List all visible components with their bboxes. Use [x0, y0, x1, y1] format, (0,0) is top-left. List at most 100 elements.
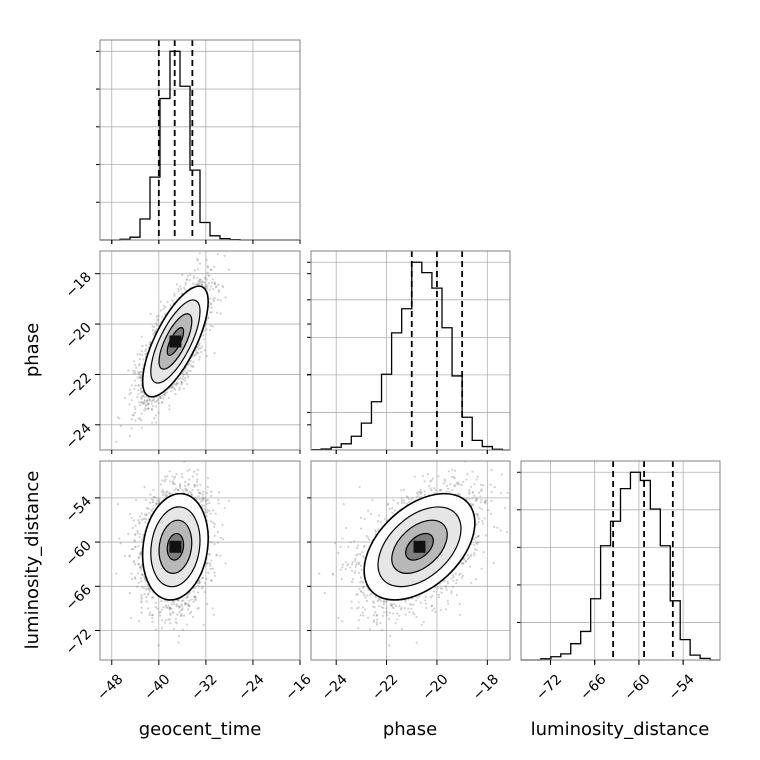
scatter-panel-geocent-time-vs-phase-point-1141: [182, 387, 185, 390]
scatter-panel-geocent-time-vs-luminosity-distance-point-1077: [202, 490, 205, 493]
scatter-panel-geocent-time-vs-phase-point-346: [140, 401, 143, 404]
scatter-panel-geocent-time-vs-phase-point-2949: [216, 253, 219, 256]
scatter-panel-geocent-time-vs-phase-point-2200: [185, 371, 188, 374]
scatter-panel-geocent-time-vs-phase-point-659: [197, 344, 200, 347]
scatter-panel-geocent-time-vs-phase-point-501: [144, 349, 147, 352]
scatter-panel-geocent-time-vs-phase-point-1784: [179, 285, 182, 288]
scatter-panel-geocent-time-vs-phase-point-1638: [138, 376, 141, 379]
scatter-panel-geocent-time-vs-phase-point-2380: [134, 384, 137, 387]
scatter-panel-geocent-time-vs-phase-point-924: [154, 329, 157, 333]
scatter-panel-geocent-time-vs-luminosity-distance-point-1723: [192, 590, 195, 593]
scatter-panel-geocent-time-vs-phase-point-2294: [191, 282, 194, 285]
scatter-panel-geocent-time-vs-luminosity-distance-point-1482: [209, 562, 212, 565]
scatter-panel-geocent-time-vs-phase-point-1124: [145, 408, 148, 411]
scatter-panel-geocent-time-vs-phase-point-399: [149, 312, 152, 316]
scatter-panel-geocent-time-vs-phase-point-1013: [160, 394, 163, 398]
scatter-panel-geocent-time-vs-phase-point-1600: [138, 353, 141, 356]
scatter-panel-geocent-time-vs-phase-point-1744: [138, 401, 141, 404]
scatter-panel-geocent-time-vs-phase-point-1359: [143, 409, 146, 412]
scatter-panel-geocent-time-vs-phase-point-2075: [178, 386, 181, 389]
scatter-panel-geocent-time-vs-luminosity-distance-point-147: [169, 480, 172, 483]
scatter-panel-geocent-time-vs-phase-point-1863: [169, 304, 172, 307]
scatter-panel-geocent-time-vs-phase-point-2831: [224, 296, 227, 299]
scatter-panel-geocent-time-vs-phase-point-297: [193, 283, 196, 286]
scatter-panel-geocent-time-vs-phase-point-2632: [227, 268, 230, 271]
scatter-panel-geocent-time-vs-phase-point-1947: [155, 421, 158, 424]
scatter-panel-geocent-time-vs-phase-point-2308: [145, 344, 148, 347]
scatter-panel-geocent-time-vs-luminosity-distance-point-1522: [154, 606, 157, 609]
scatter-panel-geocent-time-vs-phase-point-579: [156, 319, 159, 322]
scatter-panel-geocent-time-vs-phase-point-2160: [159, 300, 162, 303]
scatter-panel-geocent-time-vs-luminosity-distance-point-1352: [197, 489, 200, 492]
scatter-panel-geocent-time-vs-phase-point-636: [144, 407, 147, 410]
scatter-panel-geocent-time-vs-phase-point-462: [135, 366, 138, 369]
scatter-panel-geocent-time-vs-phase-point-552: [132, 372, 135, 375]
scatter-panel-geocent-time-vs-luminosity-distance-point-1553: [181, 476, 184, 479]
scatter-panel-geocent-time-vs-luminosity-distance-point-608: [162, 606, 165, 609]
scatter-panel-geocent-time-vs-phase-point-2823: [171, 299, 174, 302]
scatter-panel-geocent-time-vs-luminosity-distance-point-821: [140, 611, 143, 614]
scatter-panel-geocent-time-vs-phase-point-2961: [142, 358, 145, 361]
scatter-panel-geocent-time-vs-luminosity-distance-point-1836: [186, 595, 189, 598]
scatter-panel-geocent-time-vs-phase-point-1871: [140, 335, 143, 338]
scatter-panel-geocent-time-vs-luminosity-distance-point-1696: [210, 541, 214, 544]
scatter-panel-geocent-time-vs-luminosity-distance-point-652: [172, 627, 175, 631]
scatter-panel-geocent-time-vs-phase-point-2334: [140, 397, 143, 400]
scatter-panel-geocent-time-vs-phase-point-2043: [204, 284, 207, 287]
scatter-panel-geocent-time-vs-phase-point-895: [156, 318, 160, 321]
scatter-panel-geocent-time-vs-phase-point-2461: [167, 396, 170, 399]
scatter-panel-geocent-time-vs-luminosity-distance-point-1501: [198, 497, 201, 501]
scatter-panel-geocent-time-vs-luminosity-distance-point-426: [222, 538, 225, 541]
scatter-panel-geocent-time-vs-phase-point-379: [145, 403, 148, 406]
scatter-panel-geocent-time-vs-luminosity-distance-point-913: [181, 489, 184, 492]
scatter-panel-geocent-time-vs-phase-point-2544: [175, 384, 178, 387]
scatter-panel-geocent-time-vs-luminosity-distance-point-1005: [210, 559, 213, 562]
hist-panel-geocent-time-histogram: [100, 50, 300, 241]
scatter-panel-geocent-time-vs-phase-point-446: [196, 283, 199, 286]
panels-layer: −48 −40 −32 −24 −16 −24 −22 −20 −18 −72 −66 −60 −54−…: [63, 39, 721, 704]
scatter-panel-geocent-time-vs-phase-point-1830: [139, 376, 143, 379]
scatter-panel-geocent-time-vs-phase-point-2945: [146, 399, 149, 402]
scatter-panel-geocent-time-vs-phase-point-1411: [213, 265, 216, 268]
hist-panel-phase: [307, 250, 511, 454]
scatter-panel-geocent-time-vs-phase-point-1152: [185, 372, 188, 375]
scatter-panel-geocent-time-vs-luminosity-distance-point-284: [137, 572, 140, 575]
scatter-panel-geocent-time-vs-phase-point-1646: [204, 285, 207, 288]
scatter-panel-geocent-time-vs-phase-point-508: [136, 395, 139, 399]
scatter-panel-geocent-time-vs-luminosity-distance-point-1262: [214, 512, 217, 515]
scatter-panel-geocent-time-vs-phase-point-868: [161, 401, 164, 404]
scatter-panel-geocent-time-vs-luminosity-distance-point-27: [191, 489, 194, 492]
scatter-panel-geocent-time-vs-luminosity-distance-point-1546: [205, 562, 208, 565]
scatter-panel-geocent-time-vs-phase-point-126: [133, 370, 137, 373]
scatter-panel-geocent-time-vs-phase-point-2344: [193, 354, 196, 357]
scatter-panel-geocent-time-vs-phase-point-2806: [150, 407, 153, 410]
scatter-panel-geocent-time-vs-phase-point-2935: [128, 403, 131, 406]
scatter-panel-geocent-time-vs-phase-point-871: [138, 364, 141, 367]
hist-panel-phase-histogram: [311, 261, 510, 451]
scatter-panel-geocent-time-vs-luminosity-distance-point-540: [169, 613, 172, 617]
scatter-panel-geocent-time-vs-phase-point-2735: [137, 417, 140, 420]
scatter-panel-geocent-time-vs-phase-point-1536: [212, 300, 215, 303]
scatter-panel-geocent-time-vs-phase-point-704: [164, 312, 167, 315]
scatter-panel-geocent-time-vs-phase-point-864: [187, 375, 190, 379]
scatter-panel-geocent-time-vs-phase-point-834: [140, 350, 143, 353]
scatter-panel-geocent-time-vs-phase-point-514: [157, 314, 160, 318]
scatter-panel-geocent-time-vs-phase-point-991: [137, 389, 140, 392]
hist-panel-phase-frame: [310, 250, 511, 451]
scatter-panel-geocent-time-vs-phase-point-2675: [199, 278, 202, 281]
scatter-panel-geocent-time-vs-phase-point-1531: [153, 325, 156, 328]
scatter-panel-geocent-time-vs-phase-point-2142: [193, 269, 196, 272]
scatter-panel-geocent-time-vs-luminosity-distance-point-1885: [217, 491, 220, 494]
scatter-panel-geocent-time-vs-phase-point-242: [147, 407, 150, 410]
scatter-panel-geocent-time-vs-phase-point-675: [208, 274, 211, 277]
scatter-panel-geocent-time-vs-phase-point-2486: [203, 285, 207, 288]
scatter-panel-geocent-time-vs-phase: [99, 250, 301, 451]
scatter-panel-geocent-time-vs-luminosity-distance-point-293: [210, 490, 213, 493]
scatter-panel-geocent-time-vs-phase-point-2575: [209, 324, 212, 327]
scatter-panel-geocent-time-vs-phase-point-521: [211, 325, 214, 328]
scatter-panel-geocent-time-vs-phase-point-2260: [201, 281, 204, 284]
scatter-panel-geocent-time-vs-phase-point-737: [139, 404, 142, 407]
scatter-panel-geocent-time-vs-phase-point-2209: [116, 416, 119, 419]
scatter-panel-geocent-time-vs-phase-point-904: [142, 401, 145, 405]
